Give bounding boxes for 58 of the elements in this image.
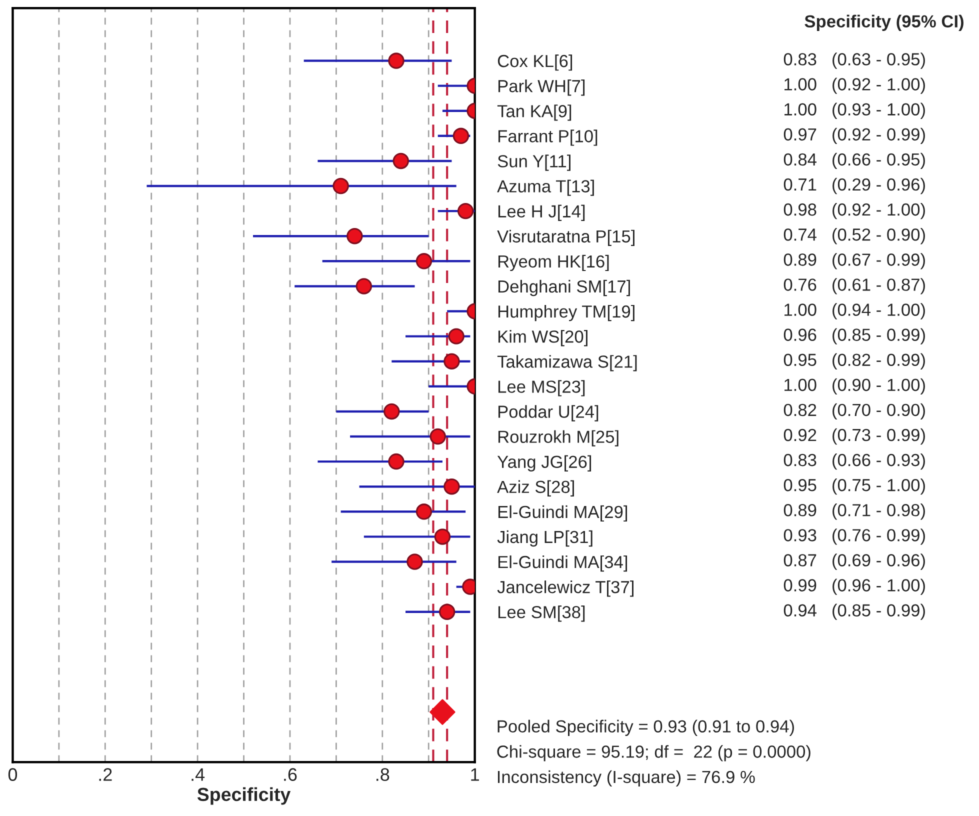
data-label: 0.76 (0.61 - 0.87) — [784, 278, 925, 294]
data-label: 0.74 (0.52 - 0.90) — [784, 228, 925, 244]
y-tick-label: Azuma T[13] — [497, 180, 594, 196]
x-tick-label: .8 — [376, 768, 390, 781]
y-tick-label: Farrant P[10] — [498, 130, 598, 146]
data-label: 0.97 (0.92 - 0.99) — [784, 128, 925, 144]
data-label: 0.94 (0.85 - 0.99) — [784, 604, 925, 620]
data-label: 0.87 (0.69 - 0.96) — [784, 554, 925, 570]
data-label: 0.96 (0.85 - 0.99) — [784, 328, 925, 344]
y-tick-label: Yang JG[26] — [497, 455, 592, 472]
y-tick-label: Ryeom HK[16] — [498, 254, 609, 272]
data-label: 1.00 (0.93 - 1.00) — [784, 102, 925, 119]
y-tick-label: Dehghani SM[17] — [498, 280, 630, 296]
data-label: 0.83 (0.66 - 0.93) — [784, 453, 925, 470]
y-tick-label: Cox KL[6] — [498, 54, 572, 71]
y-tick-label: Humphrey TM[19] — [498, 304, 634, 322]
y-tick-label: Visrutaratna P[15] — [497, 230, 634, 246]
data-label: 1.00 (0.90 - 1.00) — [784, 378, 925, 394]
y-tick-label: Jancelewicz T[37] — [497, 580, 634, 597]
y-tick-label: El-Guindi MA[29] — [498, 505, 628, 522]
y-tick-label: Takamizawa S[21] — [497, 355, 637, 372]
data-label: 0.98 (0.92 - 1.00) — [784, 202, 925, 220]
x-tick-label: .2 — [99, 768, 112, 781]
data-label: 1.00 (0.92 - 1.00) — [784, 78, 925, 94]
text: Pooled Specificity = 0.93 (0.91 to 0.94) — [498, 720, 794, 736]
y-tick-label: Lee MS[23] — [498, 380, 585, 396]
y-tick-label: El-Guindi MA[34] — [498, 555, 628, 572]
y-tick-label: Rouzrokh M[25] — [498, 430, 618, 446]
y-tick-label: Poddar U[24] — [498, 405, 598, 422]
data-label: 0.92 (0.73 - 0.99) — [784, 428, 925, 445]
x-tick-label: .4 — [192, 768, 205, 781]
x-axis-title: Specificity — [197, 787, 291, 805]
y-tick-label: Sun Y[11] — [498, 154, 570, 171]
y-tick-label: Lee SM[38] — [498, 606, 585, 622]
y-tick-label: Kim WS[20] — [498, 330, 588, 346]
x-tick-label: 1 — [471, 768, 479, 781]
y-tick-label: Jiang LP[31] — [497, 530, 592, 547]
data-label: 0.93 (0.76 - 0.99) — [784, 528, 925, 545]
x-tick-label: 0 — [8, 768, 18, 781]
data-label: 0.71 (0.29 - 0.96) — [784, 178, 925, 194]
data-label: 0.99 (0.96 - 1.00) — [784, 578, 925, 595]
text: Inconsistency (I-square) = 76.9 % — [498, 770, 755, 787]
data-label: 0.89 (0.67 - 0.99) — [784, 253, 925, 270]
y-tick-label: Tan KA[9] — [497, 104, 572, 121]
text: Chi-square = 95.19; df = 22 (p = 0.0000) — [497, 745, 810, 762]
y-tick-label: Lee H J[14] — [498, 204, 585, 221]
x-tick-label: .6 — [284, 768, 297, 781]
data-label: 1.00 (0.94 - 1.00) — [784, 303, 925, 320]
point — [430, 699, 456, 725]
data-label: 0.82 (0.70 - 0.90) — [784, 403, 925, 420]
data-label: 0.84 (0.66 - 0.95) — [784, 152, 925, 170]
text: Specificity (95% CI) — [804, 14, 964, 31]
data-label: 0.89 (0.71 - 0.98) — [784, 504, 925, 520]
data-label: 0.95 (0.82 - 0.99) — [784, 353, 925, 370]
data-label: 0.83 (0.63 - 0.95) — [784, 52, 925, 69]
data-label: 0.95 (0.75 - 1.00) — [784, 478, 925, 495]
y-tick-label: Park WH[7] — [498, 80, 585, 96]
y-tick-label: Aziz S[28] — [497, 480, 574, 496]
